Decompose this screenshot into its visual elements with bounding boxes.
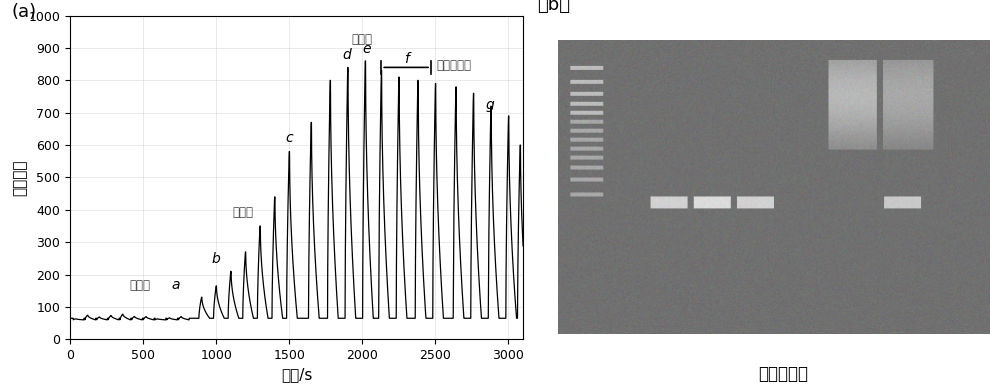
Text: c: c	[709, 16, 716, 28]
Text: e: e	[797, 16, 805, 28]
Text: d: d	[752, 16, 759, 28]
Text: f: f	[846, 16, 850, 28]
Text: d: d	[342, 48, 351, 62]
Text: f: f	[404, 51, 409, 66]
Text: 标尺: 标尺	[580, 16, 594, 28]
Y-axis label: 荺光强度: 荺光强度	[12, 159, 27, 196]
Text: g: g	[485, 98, 494, 112]
Text: e: e	[362, 42, 371, 56]
Text: g: g	[899, 16, 906, 28]
Text: 凝胶电泳图: 凝胶电泳图	[758, 365, 808, 383]
Text: （b）: （b）	[537, 0, 570, 14]
Text: a: a	[625, 16, 632, 28]
Text: b: b	[666, 16, 673, 28]
Text: 对数期: 对数期	[232, 206, 253, 219]
Text: b: b	[212, 252, 221, 266]
Text: c: c	[285, 131, 293, 145]
X-axis label: 时间/s: 时间/s	[281, 368, 312, 383]
Text: (a): (a)	[11, 3, 36, 21]
Text: a: a	[171, 278, 179, 292]
Text: 扩增终止点: 扩增终止点	[437, 59, 472, 72]
Text: 基线期: 基线期	[130, 279, 151, 292]
Text: 平台期: 平台期	[352, 33, 373, 46]
